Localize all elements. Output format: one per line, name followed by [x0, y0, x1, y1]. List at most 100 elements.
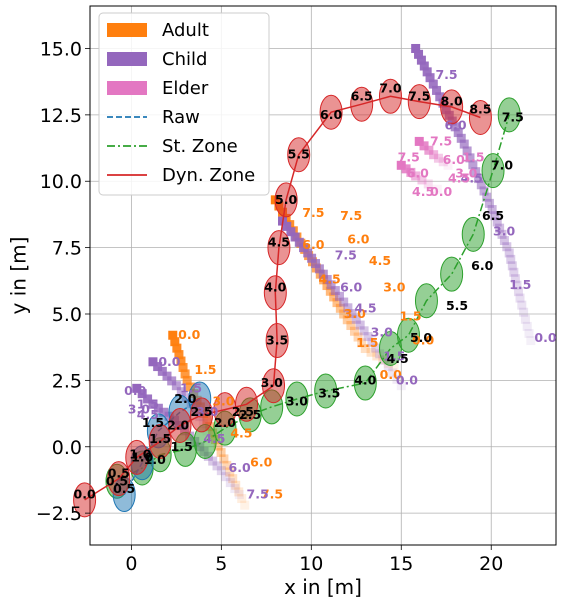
- pedestrian-time-label: 4.5: [319, 271, 341, 286]
- pedestrian-time-label: 6.0: [407, 165, 429, 180]
- static-zone-ellipse: [497, 97, 521, 133]
- dynamic-zone-ellipse: [168, 408, 192, 444]
- pedestrian-marker: [524, 328, 534, 338]
- pedestrian-time-label: 0.0: [412, 333, 434, 348]
- pedestrian-marker: [417, 175, 427, 185]
- pedestrian-time-label: 7.5: [302, 205, 324, 220]
- pedestrian-marker: [231, 480, 241, 490]
- pedestrian-time-label: 0.0: [534, 330, 556, 345]
- pedestrian-marker: [411, 43, 421, 53]
- y-tick-label: 0.0: [52, 437, 82, 459]
- pedestrian-marker: [507, 261, 517, 271]
- pedestrian-marker: [484, 198, 494, 208]
- pedestrian-marker: [372, 351, 382, 361]
- static-zone-time-label: 4.5: [387, 351, 409, 366]
- pedestrian-marker: [174, 350, 184, 360]
- static-zone-time-label: 2.0: [214, 415, 236, 430]
- pedestrian-marker: [416, 55, 426, 65]
- pedestrian-time-label: 1.5: [399, 309, 421, 324]
- y-tick-label: 12.5: [40, 105, 82, 127]
- raw-zone-time-label: 1.5: [142, 415, 164, 430]
- dynamic-zone-time-label: 1.0: [129, 447, 151, 462]
- pedestrian-time-label: 4.5: [354, 301, 376, 316]
- pedestrian-marker: [482, 192, 492, 202]
- pedestrian-marker: [222, 460, 232, 470]
- pedestrian-time-label: 1.5: [180, 380, 202, 395]
- dynamic-zone-ellipse: [125, 439, 149, 475]
- pedestrian-time-label: 0.0: [396, 372, 418, 387]
- pedestrian-marker: [419, 61, 429, 71]
- dynamic-zone-ellipse: [440, 89, 464, 125]
- pedestrian-marker: [428, 79, 438, 89]
- pedestrian-marker: [474, 174, 484, 184]
- pedestrian-time-label: 0.0: [430, 184, 452, 199]
- pedestrian-marker: [307, 253, 317, 263]
- pedestrian-marker: [230, 484, 240, 494]
- pedestrian-time-label: 4.5: [412, 184, 434, 199]
- pedestrian-marker: [322, 274, 332, 284]
- dynamic-zone-ellipse: [274, 182, 298, 218]
- pedestrian-marker: [178, 362, 188, 372]
- pedestrian-marker: [153, 362, 163, 372]
- dynamic-zone-time-label: 5.0: [275, 192, 297, 207]
- pedestrian-marker: [237, 494, 247, 504]
- legend-label: Child: [162, 49, 207, 70]
- axes-frame: [89, 5, 557, 546]
- pedestrian-marker: [346, 321, 356, 331]
- pedestrian-marker: [520, 314, 530, 324]
- pedestrian-marker: [332, 298, 342, 308]
- pedestrian-marker: [286, 227, 296, 237]
- y-tick-label: 5.0: [52, 304, 82, 326]
- legend: Adult Child Elder Raw St. Zone Dyn. Zone: [98, 12, 270, 196]
- dynamic-zone-ellipse: [262, 368, 286, 404]
- pedestrian-marker: [462, 146, 472, 156]
- pedestrian-marker: [422, 67, 432, 77]
- pedestrian-time-label: 7.5: [335, 248, 357, 263]
- pedestrian-marker: [513, 287, 523, 297]
- dynamic-zone-time-label: 7.5: [408, 88, 430, 103]
- pedestrian-marker: [325, 286, 335, 296]
- pedestrian-marker: [366, 347, 376, 357]
- pedestrian-marker: [465, 153, 475, 163]
- static-zone-time-label: 3.0: [286, 394, 308, 409]
- static-zone-ellipse: [414, 283, 438, 319]
- pedestrian-marker: [359, 326, 369, 336]
- pedestrian-marker: [342, 315, 352, 325]
- pedestrian-marker: [429, 150, 439, 160]
- y-tick-label: 7.5: [52, 238, 82, 260]
- dynamic-zone-time-label: 2.5: [232, 404, 254, 419]
- pedestrian-marker: [522, 321, 532, 331]
- tick-labels: 0 5 10 15 20−2.50.02.55.07.510.012.515.0: [36, 38, 503, 575]
- dynamic-zone-time-label: 4.0: [264, 279, 286, 294]
- static-zone-time-label: 5.0: [410, 330, 432, 345]
- pedestrian-time-label: 7.5: [261, 487, 283, 502]
- y-tick-label: 10.0: [40, 171, 82, 193]
- pedestrian-time-label: 1.5: [194, 362, 216, 377]
- pedestrian-time-label: 4.5: [448, 171, 470, 186]
- pedestrian-marker: [492, 217, 502, 227]
- static-zone-time-label: 1.0: [144, 452, 166, 467]
- pedestrian-marker: [450, 122, 460, 132]
- y-axis-label: y in [m]: [7, 237, 31, 315]
- pedestrian-marker: [476, 180, 486, 190]
- legend-label: Dyn. Zone: [162, 165, 255, 186]
- dynamic-zone-ellipse: [190, 397, 214, 433]
- pedestrian-marker: [383, 362, 393, 372]
- pedestrian-marker: [225, 467, 235, 477]
- time-labels: 0.01.53.04.56.07.57.5 7.56.0 6.04.54.53.03…: [74, 67, 557, 502]
- pedestrian-marker: [471, 167, 481, 177]
- pedestrian-time-label: 0.0: [178, 327, 200, 342]
- dynamic-zone-ellipse: [287, 137, 311, 173]
- pedestrian-time-label: 3.0: [455, 165, 477, 180]
- pedestrian-marker: [367, 337, 377, 347]
- pedestrian-marker: [487, 205, 497, 215]
- pedestrian-marker: [240, 500, 250, 510]
- pedestrian-time-label: 4.5: [230, 425, 252, 440]
- static-zone-time-label: 7.0: [491, 157, 513, 172]
- dynamic-zone-ellipse: [378, 78, 402, 114]
- legend-label: Raw: [162, 107, 200, 128]
- pedestrian-marker: [294, 237, 304, 247]
- dynamic-zone-ellipse: [407, 84, 431, 120]
- pedestrian-marker: [495, 223, 505, 233]
- pedestrian-marker: [438, 157, 448, 167]
